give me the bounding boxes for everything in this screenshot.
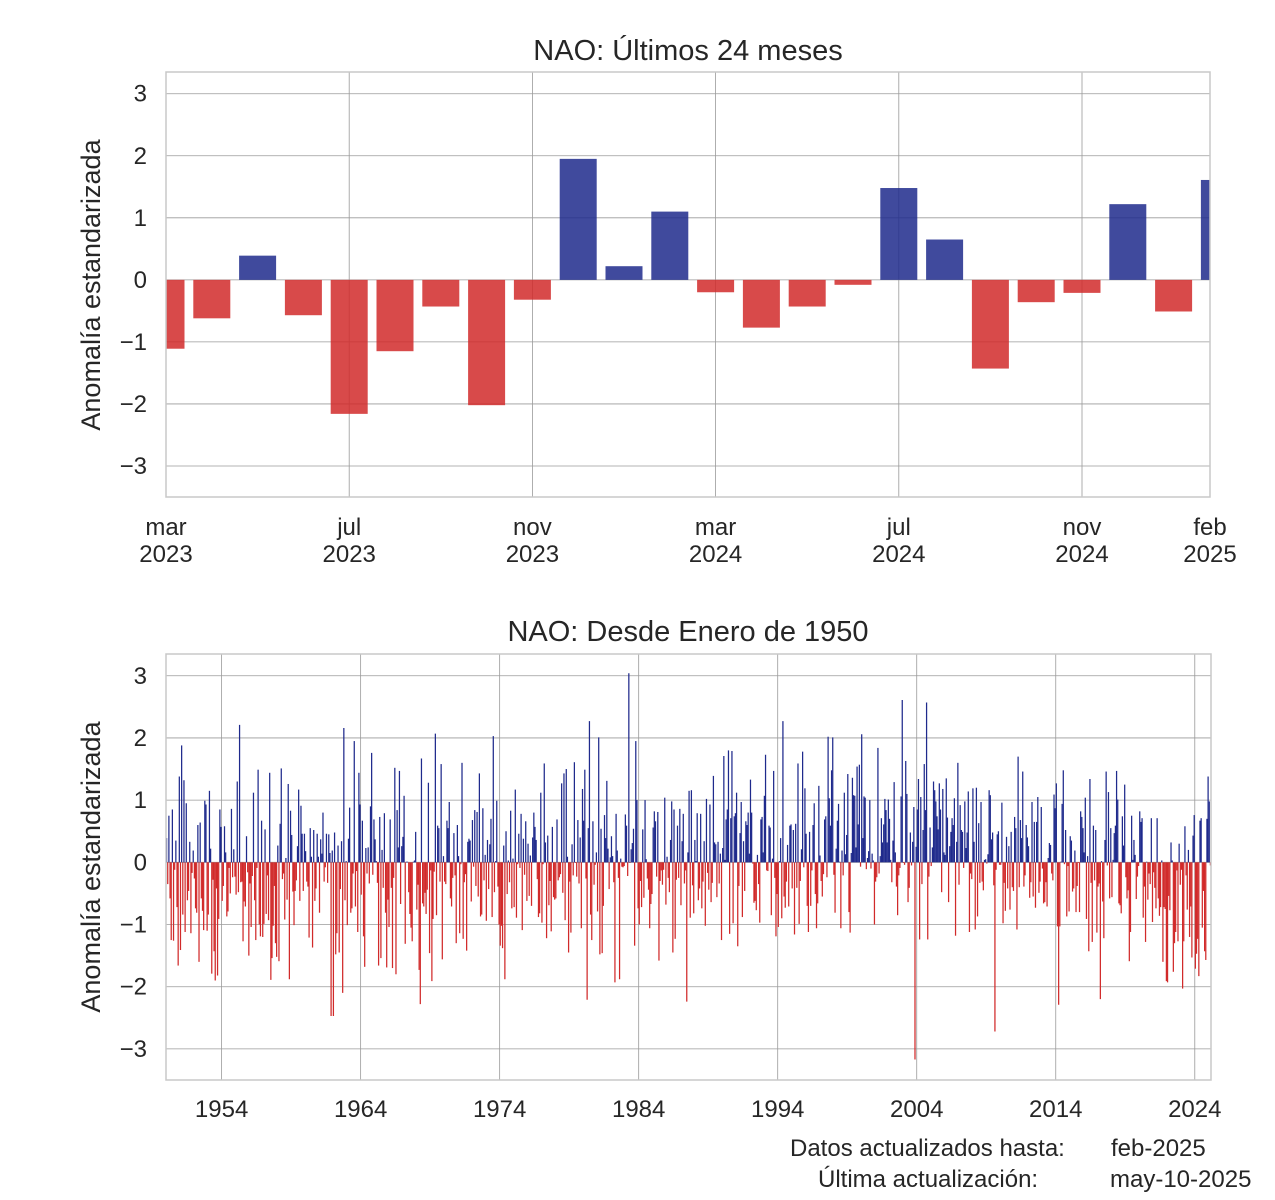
top-x-tick-year: 2023 — [139, 541, 192, 568]
top-x-tick-year: 2025 — [1183, 541, 1236, 568]
bottom-x-tick-label: 2014 — [1029, 1096, 1082, 1123]
top-x-tick-year: 2023 — [323, 541, 376, 568]
top-x-tick-year: 2023 — [506, 541, 559, 568]
top-bar — [1155, 279, 1193, 312]
recent-24-months-chart: NAO: Últimos 24 meses Anomalía estandari… — [76, 34, 1237, 568]
bottom-x-tick-label: 2024 — [1168, 1096, 1221, 1123]
top-bar — [166, 279, 185, 349]
bottom-x-tick-label: 1954 — [195, 1096, 248, 1123]
top-x-tick-month: feb — [1193, 514, 1226, 541]
bottom-x-tick-label: 1984 — [612, 1096, 665, 1123]
bottom-y-tick-label: −3 — [120, 1036, 147, 1063]
bottom-y-tick-label: −1 — [120, 912, 147, 939]
top-y-tick-label: −3 — [120, 453, 147, 480]
bottom-y-tick-label: 3 — [134, 663, 147, 690]
top-x-tick-year: 2024 — [689, 541, 742, 568]
top-x-tick-month: jul — [886, 514, 911, 541]
top-bar — [239, 255, 277, 280]
top-x-tick-month: jul — [336, 514, 361, 541]
top-bar — [422, 279, 460, 307]
top-chart-frame — [165, 71, 1211, 498]
bottom-x-tick-label: 2004 — [890, 1096, 943, 1123]
top-bar — [193, 279, 231, 319]
bottom-chart-y-axis-label: Anomalía estandarizada — [76, 720, 106, 1012]
top-x-tick-month: nov — [1063, 514, 1102, 541]
since-1950-chart: NAO: Desde Enero de 1950 Anomalía estand… — [76, 616, 1221, 1123]
top-bar — [330, 279, 368, 414]
top-y-tick-label: 2 — [134, 143, 147, 170]
bottom-chart-y-ticks: 3 2 1 0 −1 −2 −3 — [120, 663, 147, 1063]
top-bar — [1063, 279, 1101, 293]
top-bar — [284, 279, 322, 316]
top-y-tick-label: 1 — [134, 205, 147, 232]
top-bar — [651, 211, 689, 280]
top-bar — [834, 279, 872, 285]
bottom-chart-title: NAO: Desde Enero de 1950 — [507, 616, 868, 648]
last-update-label: Última actualización: — [818, 1166, 1039, 1193]
top-x-tick-month: mar — [695, 514, 736, 541]
top-x-tick-year: 2024 — [1055, 541, 1108, 568]
bottom-chart-x-ticks: 1954 1964 1974 1984 1994 2004 2014 2024 — [195, 1096, 1222, 1123]
top-bar — [1017, 279, 1055, 303]
bottom-chart-grid — [166, 654, 1211, 1080]
bottom-chart-bars — [165, 673, 1212, 1060]
top-bar — [926, 239, 964, 280]
bottom-y-tick-label: 2 — [134, 725, 147, 752]
top-bar — [971, 279, 1009, 369]
top-chart-y-ticks: 3 2 1 0 −1 −2 −3 — [120, 81, 147, 480]
top-bar — [742, 279, 780, 328]
top-bar — [605, 266, 643, 280]
bottom-x-tick-label: 1964 — [334, 1096, 387, 1123]
bottom-x-tick-label: 1974 — [473, 1096, 526, 1123]
top-x-tick-month: nov — [513, 514, 552, 541]
data-updated-label: Datos actualizados hasta: — [790, 1135, 1065, 1162]
last-update-value: may-10-2025 — [1110, 1166, 1252, 1193]
top-chart-x-ticks: mar2023jul2023nov2023mar2024jul2024nov20… — [139, 514, 1236, 568]
top-x-tick-month: mar — [145, 514, 186, 541]
bottom-x-tick-label: 1994 — [751, 1096, 804, 1123]
top-bar — [376, 279, 414, 352]
bottom-chart-frame — [165, 653, 1212, 1081]
data-updated-value: feb-2025 — [1111, 1135, 1206, 1162]
top-bar — [697, 279, 735, 293]
bottom-y-tick-label: 1 — [134, 787, 147, 814]
top-y-tick-label: 0 — [134, 267, 147, 294]
top-chart-y-axis-label: Anomalía estandarizada — [76, 138, 106, 430]
bottom-y-tick-label: −2 — [120, 974, 147, 1001]
top-bar — [513, 279, 551, 300]
top-y-tick-label: −1 — [120, 329, 147, 356]
top-bar — [788, 279, 826, 307]
top-y-tick-label: 3 — [134, 81, 147, 108]
top-y-tick-label: −2 — [120, 391, 147, 418]
top-chart-bars — [166, 158, 1210, 414]
top-bar — [1200, 179, 1210, 280]
top-bar — [1109, 204, 1147, 280]
top-bar — [559, 158, 597, 280]
top-x-tick-year: 2024 — [872, 541, 925, 568]
top-chart-title: NAO: Últimos 24 meses — [533, 34, 842, 67]
top-bar — [880, 188, 918, 280]
bottom-y-tick-label: 0 — [134, 849, 147, 876]
top-bar — [468, 279, 506, 406]
